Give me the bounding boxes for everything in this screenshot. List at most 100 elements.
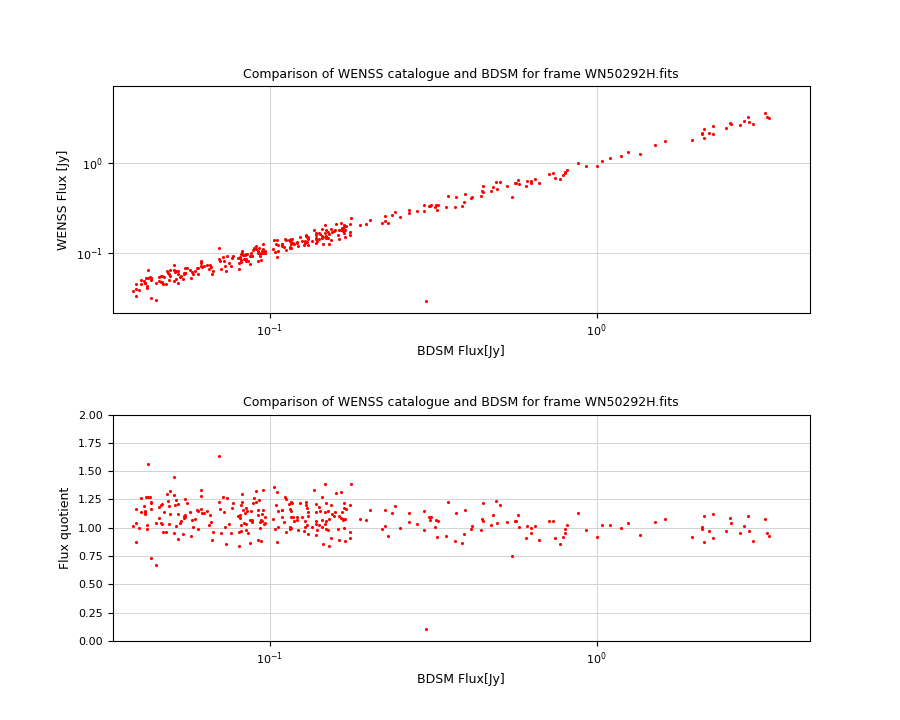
Point [706, 533, 721, 544]
Point [439, 202, 454, 213]
Point [286, 238, 301, 249]
Point [384, 209, 399, 220]
Point [191, 523, 205, 535]
Point [255, 246, 269, 257]
Point [553, 174, 567, 185]
Point [555, 170, 570, 181]
Point [343, 218, 357, 230]
Point [320, 523, 334, 535]
Point [313, 228, 328, 240]
Point [144, 293, 158, 305]
Point [532, 178, 546, 189]
Point [166, 259, 181, 271]
Point [283, 241, 297, 253]
Point [154, 271, 168, 282]
Point [139, 491, 153, 503]
Point [156, 526, 170, 538]
Point [508, 516, 523, 527]
Point [614, 150, 628, 162]
Point [191, 262, 205, 274]
Point [236, 504, 250, 516]
Point [337, 221, 351, 233]
Point [524, 523, 538, 534]
Point [476, 516, 491, 527]
Point [151, 501, 166, 513]
Point [685, 531, 699, 543]
X-axis label: BDSM Flux[Jy]: BDSM Flux[Jy] [418, 345, 505, 358]
Point [320, 233, 335, 244]
Point [162, 269, 176, 280]
Point [238, 503, 253, 514]
Point [334, 217, 348, 228]
Point [253, 522, 267, 534]
Point [258, 517, 273, 528]
Point [179, 498, 194, 509]
Point [695, 521, 709, 532]
Point [343, 227, 357, 238]
Point [140, 491, 155, 503]
Point [274, 238, 289, 250]
Point [590, 531, 605, 543]
Point [232, 541, 247, 552]
Point [309, 228, 323, 239]
Point [143, 491, 157, 503]
Point [194, 504, 208, 516]
Point [206, 265, 220, 276]
Point [706, 120, 720, 132]
Point [300, 519, 314, 531]
Point [284, 238, 298, 250]
Point [455, 199, 470, 211]
Point [560, 520, 574, 531]
Point [143, 271, 157, 283]
Point [430, 199, 445, 210]
Point [483, 519, 498, 531]
Point [267, 247, 282, 258]
Point [475, 513, 490, 524]
Point [158, 526, 173, 538]
Point [202, 519, 216, 531]
Point [245, 251, 259, 262]
Point [571, 158, 585, 169]
Point [242, 251, 256, 262]
Point [760, 527, 774, 539]
Point [309, 498, 323, 510]
Point [741, 111, 755, 122]
Point [300, 231, 314, 243]
Point [253, 250, 267, 261]
Point [232, 510, 247, 521]
Point [158, 278, 173, 289]
Point [724, 118, 739, 130]
Point [311, 519, 326, 531]
Point [300, 503, 314, 514]
Point [194, 256, 208, 267]
Point [278, 493, 293, 505]
Point [447, 201, 462, 212]
Point [140, 264, 155, 275]
Point [760, 112, 774, 123]
Point [696, 128, 710, 140]
Point [283, 243, 297, 254]
Point [191, 268, 205, 279]
Point [519, 533, 534, 544]
Point [248, 243, 262, 254]
Point [363, 505, 377, 516]
Point [594, 155, 608, 166]
Point [220, 539, 234, 550]
Point [183, 264, 197, 276]
Point [422, 200, 436, 212]
Point [224, 503, 238, 514]
Point [742, 116, 757, 127]
Point [244, 505, 258, 517]
Point [455, 537, 470, 549]
Point [315, 514, 329, 526]
Point [440, 190, 454, 202]
Point [319, 516, 333, 527]
Point [194, 261, 209, 273]
Point [169, 273, 184, 284]
Point [274, 504, 289, 516]
Point [234, 520, 248, 531]
Point [258, 510, 273, 522]
Point [315, 233, 329, 244]
Point [183, 506, 197, 518]
Point [545, 515, 560, 526]
